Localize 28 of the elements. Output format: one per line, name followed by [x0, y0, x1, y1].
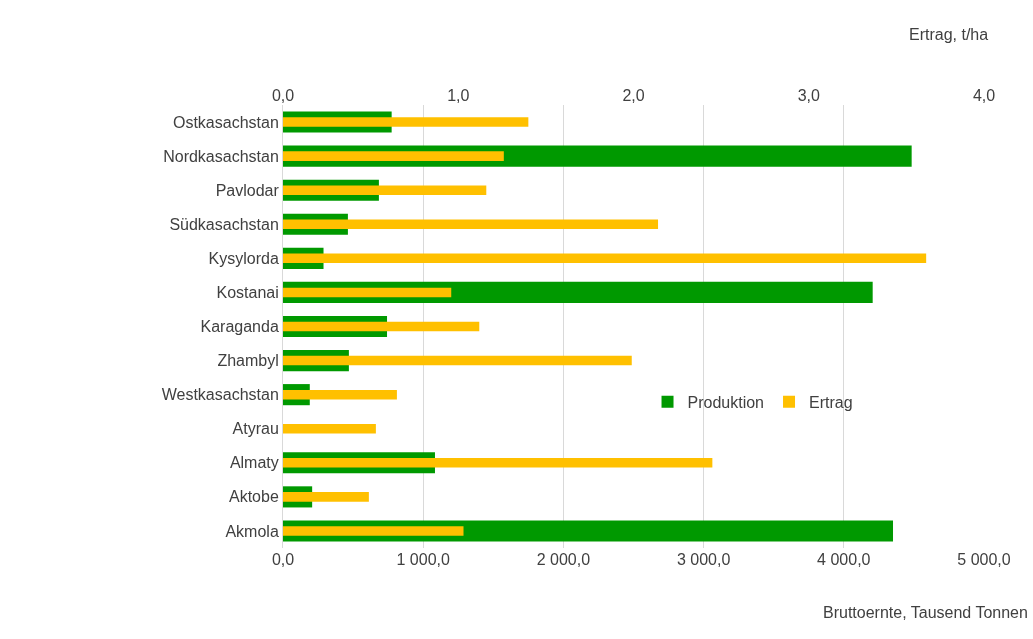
x2-axis-title: Ertrag, t/ha [909, 26, 989, 43]
x2-tick-label: 3,0 [797, 86, 820, 104]
y-tick-label: Kysylorda [208, 249, 279, 267]
y-tick-label: Westkasachstan [161, 386, 279, 404]
x2-tick-label: 0,0 [271, 86, 295, 104]
x-tick-label: 0,0 [271, 551, 295, 568]
y-tick-label: Kostanai [216, 284, 279, 302]
x-tick-label: 3 000,0 [676, 551, 731, 568]
x2-tick-label: 4,0 [972, 86, 996, 104]
x-axis-title: Bruttoernte, Tausend Tonnen [823, 604, 1028, 621]
x-tick-label: 2 000,0 [536, 551, 591, 568]
y-tick-label: Karaganda [200, 318, 279, 336]
y-tick-label: Akmola [225, 522, 279, 540]
y-tick-label: Almaty [229, 454, 279, 472]
y-tick-label: Atyrau [232, 420, 279, 438]
x-tick-label: 1 000,0 [396, 551, 450, 568]
y-tick-label: Ostkasachstan [172, 113, 279, 131]
y-tick-label: Aktobe [228, 488, 279, 506]
x-tick-label: 4 000,0 [817, 551, 871, 568]
legend-label: Ertrag [809, 393, 853, 411]
y-tick-label: Nordkasachstan [163, 147, 279, 165]
y-tick-label: Südkasachstan [169, 215, 279, 233]
legend-label: Produktion [687, 393, 765, 411]
x-tick-label: 5 000,0 [957, 551, 1011, 568]
x2-tick-label: 1,0 [447, 86, 470, 104]
y-tick-label: Pavlodar [215, 181, 280, 199]
y-tick-label: Zhambyl [217, 352, 279, 370]
x2-tick-label: 2,0 [622, 86, 645, 104]
